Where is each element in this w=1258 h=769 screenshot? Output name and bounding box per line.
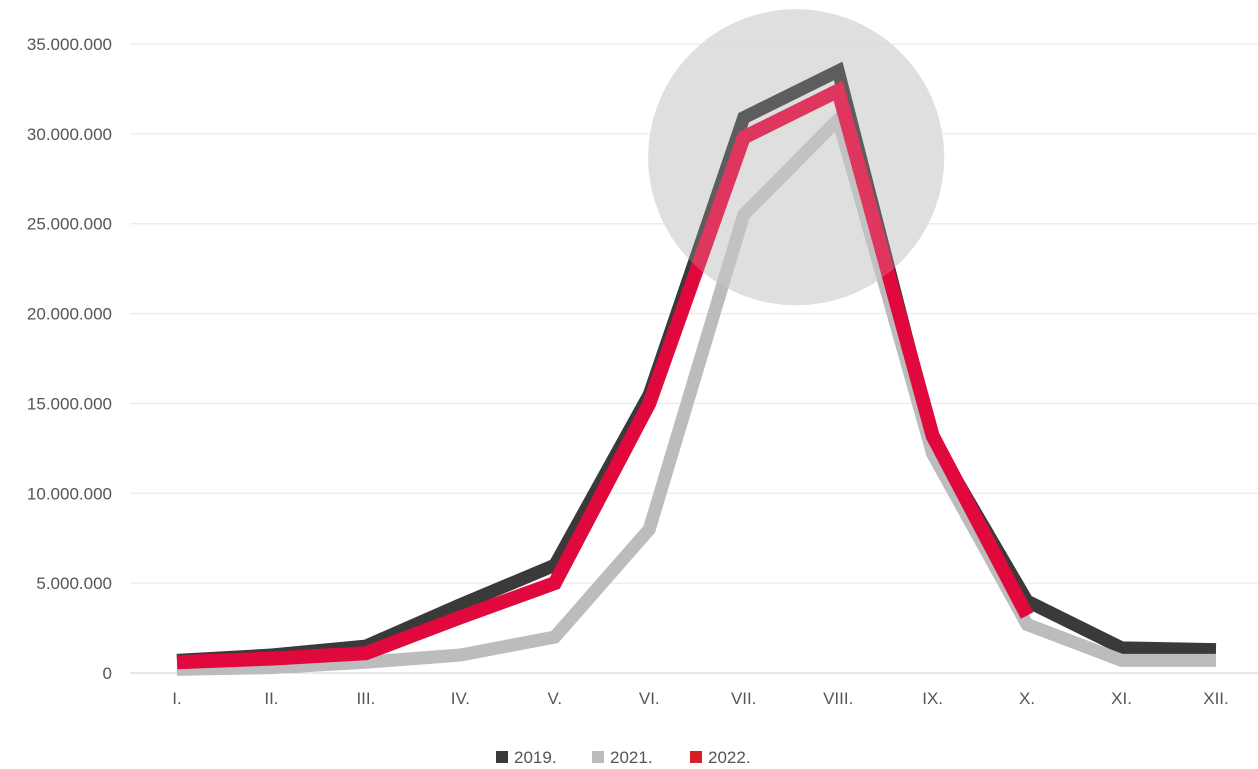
legend: 2019. 2021. 2022. — [496, 748, 751, 767]
x-tick-label: II. — [264, 689, 278, 708]
x-tick-label: VIII. — [823, 689, 853, 708]
y-tick-label: 0 — [103, 664, 112, 683]
x-tick-label: V. — [548, 689, 563, 708]
x-tick-label: I. — [172, 689, 181, 708]
y-axis-ticks: 0 5.000.000 10.000.000 15.000.000 20.000.000… — [27, 35, 112, 683]
y-tick-label: 5.000.000 — [36, 574, 112, 593]
x-tick-label: XI. — [1111, 689, 1132, 708]
legend-swatch — [496, 751, 508, 763]
x-tick-label: IV. — [451, 689, 470, 708]
x-tick-label: XII. — [1203, 689, 1229, 708]
series-layer — [176, 9, 1217, 676]
y-tick-label: 35.000.000 — [27, 35, 112, 54]
y-tick-label: 10.000.000 — [27, 484, 112, 503]
x-tick-label: III. — [356, 689, 375, 708]
x-tick-label: VI. — [639, 689, 660, 708]
legend-label: 2019. — [514, 748, 557, 767]
legend-swatch — [592, 751, 604, 763]
x-tick-label: VII. — [731, 689, 757, 708]
series-line-2022 — [176, 80, 1034, 670]
legend-label: 2021. — [610, 748, 653, 767]
y-tick-label: 20.000.000 — [27, 305, 112, 324]
highlight-circle-overlay — [648, 9, 945, 306]
y-tick-label: 25.000.000 — [27, 215, 112, 234]
y-tick-label: 30.000.000 — [27, 125, 112, 144]
x-tick-label: X. — [1019, 689, 1035, 708]
y-tick-label: 15.000.000 — [27, 394, 112, 413]
x-axis-ticks: I. II. III. IV. V. VI. VII. VIII. IX. X. XI. XII. — [172, 689, 1228, 708]
x-tick-label: IX. — [922, 689, 943, 708]
series-line-2021 — [176, 106, 1216, 676]
legend-label: 2022. — [708, 748, 751, 767]
legend-swatch — [690, 751, 702, 763]
